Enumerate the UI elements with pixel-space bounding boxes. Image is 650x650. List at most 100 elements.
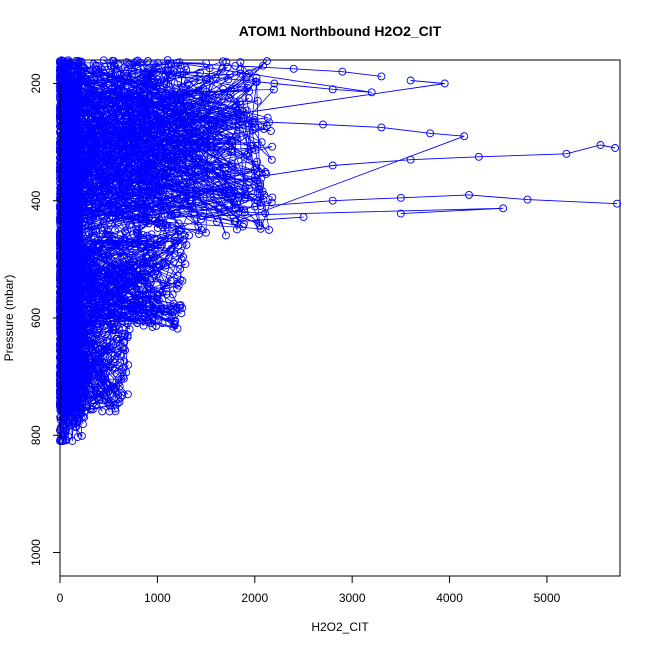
data-point [85, 372, 94, 381]
data-point [85, 318, 94, 327]
data-point [328, 196, 337, 205]
data-point [162, 290, 171, 299]
data-point [73, 67, 82, 76]
data-point [86, 355, 95, 364]
data-point [147, 128, 156, 137]
data-point [199, 84, 208, 93]
data-point [61, 192, 70, 200]
data-point [69, 259, 78, 268]
x-tick-label: 3000 [339, 591, 366, 605]
data-point [205, 64, 214, 73]
data-point [113, 124, 122, 133]
data-point [64, 350, 72, 359]
data-point [173, 324, 182, 333]
data-point [90, 289, 99, 298]
data-point [99, 158, 107, 167]
data-point [195, 154, 204, 163]
data-point [265, 118, 274, 127]
data-point [268, 193, 277, 202]
data-point [179, 88, 188, 97]
data-point [130, 59, 139, 67]
data-point [187, 111, 196, 120]
data-point [127, 266, 135, 275]
data-point [173, 271, 182, 280]
data-point [67, 334, 76, 343]
data-point [85, 91, 94, 100]
data-point [107, 84, 116, 93]
data-point [224, 199, 233, 208]
data-point [70, 376, 79, 385]
data-point [268, 142, 277, 151]
data-point [124, 360, 133, 369]
data-point [132, 284, 141, 293]
data-point [79, 392, 88, 401]
data-point [138, 219, 147, 228]
data-point [148, 99, 156, 108]
data-point [155, 237, 164, 246]
data-point [68, 92, 77, 101]
data-point [89, 90, 98, 99]
data-point [179, 191, 188, 200]
data-point [122, 58, 131, 67]
data-point [221, 163, 230, 172]
data-point [250, 173, 259, 182]
data-point [182, 133, 191, 142]
data-point [289, 64, 298, 73]
data-point [63, 323, 72, 332]
data-point [171, 316, 179, 325]
data-point [171, 107, 179, 115]
data-point [87, 251, 96, 260]
data-point [236, 133, 245, 142]
data-point [183, 187, 192, 195]
data-point [116, 173, 125, 182]
data-point [74, 299, 83, 308]
data-point [67, 274, 76, 283]
data-point [61, 221, 70, 230]
data-point [79, 163, 88, 172]
data-point [81, 348, 90, 357]
data-point [155, 129, 164, 137]
data-point [112, 86, 121, 95]
data-point [117, 183, 126, 192]
data-point [117, 165, 126, 174]
data-point [212, 217, 221, 226]
data-point [440, 79, 449, 88]
data-point [146, 240, 155, 249]
data-point [82, 208, 91, 217]
x-tick-label: 2000 [241, 591, 268, 605]
data-point [105, 98, 114, 107]
data-point [377, 123, 386, 132]
data-point [111, 294, 120, 303]
data-point [106, 127, 115, 136]
data-point [101, 235, 110, 244]
data-point [76, 92, 85, 101]
data-point [117, 301, 126, 309]
data-point [176, 181, 185, 189]
data-point [250, 117, 259, 126]
data-point [176, 301, 185, 310]
data-point [148, 74, 157, 83]
data-point [242, 106, 251, 115]
data-point [166, 115, 175, 124]
data-point [198, 94, 207, 102]
data-point [185, 80, 193, 89]
data-point [99, 322, 108, 331]
data-point [226, 137, 235, 146]
data-point [68, 328, 77, 337]
data-point [124, 279, 132, 288]
data-point [67, 278, 76, 287]
data-point [220, 122, 229, 131]
data-point [208, 91, 217, 100]
data-point [84, 242, 93, 251]
data-point [171, 236, 180, 245]
data-point [197, 226, 206, 234]
data-point [116, 81, 125, 90]
data-point [220, 186, 229, 195]
data-point [169, 308, 178, 317]
data-point [157, 187, 166, 196]
data-point [100, 383, 109, 392]
data-point [129, 257, 138, 266]
data-point [74, 168, 83, 177]
data-point [70, 106, 79, 115]
data-point [196, 138, 205, 147]
